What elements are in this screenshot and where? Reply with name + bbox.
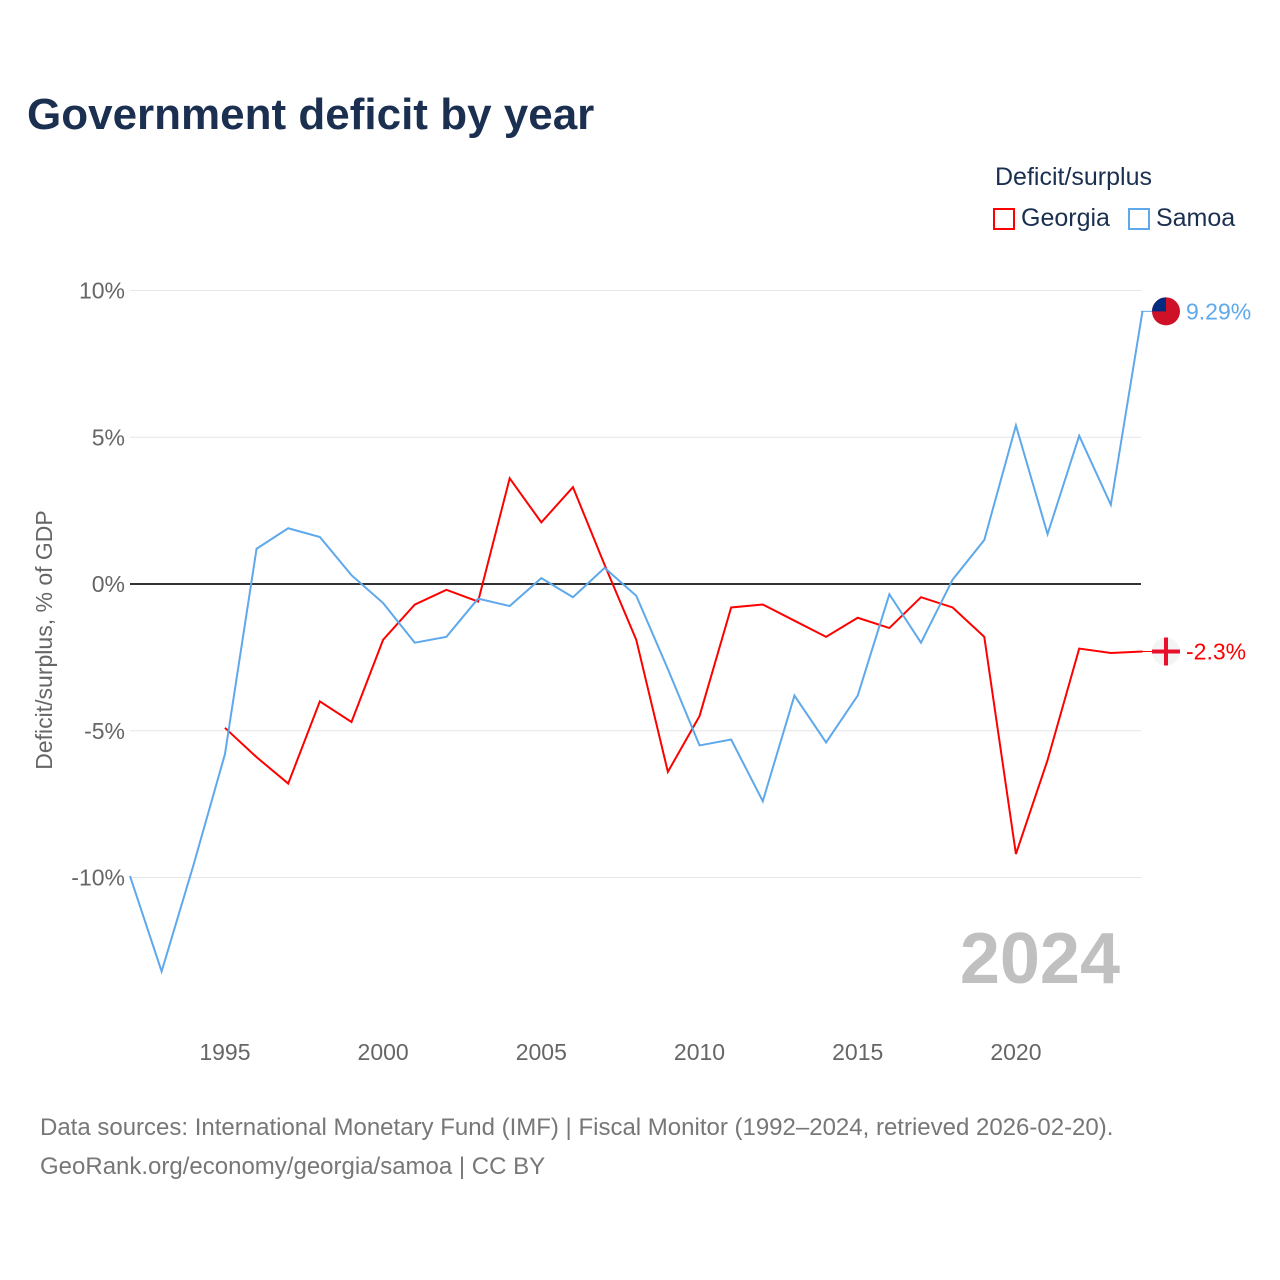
end-value-label: -2.3% [1186,639,1246,665]
x-tick-label: 2000 [358,1039,409,1065]
y-tick-label: 0% [92,571,125,597]
legend: Georgia Samoa [993,204,1235,233]
x-tick-label: 2020 [990,1039,1041,1065]
legend-item-georgia[interactable]: Georgia [993,204,1110,233]
x-tick-label: 2015 [832,1039,883,1065]
y-tick-label: 5% [92,424,125,450]
samoa-swatch [1127,207,1150,230]
georgia-swatch [993,207,1015,230]
y-axis-label: Deficit/surplus, % of GDP [31,510,57,769]
series-line-georgia [224,476,1143,855]
x-tick-label: 2010 [674,1039,725,1065]
attribution: GeoRank.org/economy/georgia/samoa | CC B… [40,1153,546,1180]
year-watermark: 2024 [960,919,1120,999]
legend-title: Deficit/surplus [995,163,1152,191]
footer: Data sources: International Monetary Fun… [40,1108,1113,1186]
series-line-samoa [129,311,1144,975]
chart-title: Government deficit by year [27,90,595,139]
legend-label: Georgia [1021,204,1110,232]
end-value-label: 9.29% [1186,298,1251,324]
legend-label: Samoa [1155,204,1236,232]
y-tick-label: -5% [84,718,125,744]
legend-item-samoa[interactable]: Samoa [1127,204,1236,233]
x-tick-label: 2005 [516,1039,567,1065]
samoa-flag-canton [1152,297,1166,312]
georgia-flag-cross-v [1164,637,1168,666]
y-tick-label: 10% [79,278,125,304]
x-tick-label: 1995 [199,1039,250,1065]
y-tick-label: -10% [71,865,125,891]
data-source: Data sources: International Monetary Fun… [40,1114,1114,1141]
